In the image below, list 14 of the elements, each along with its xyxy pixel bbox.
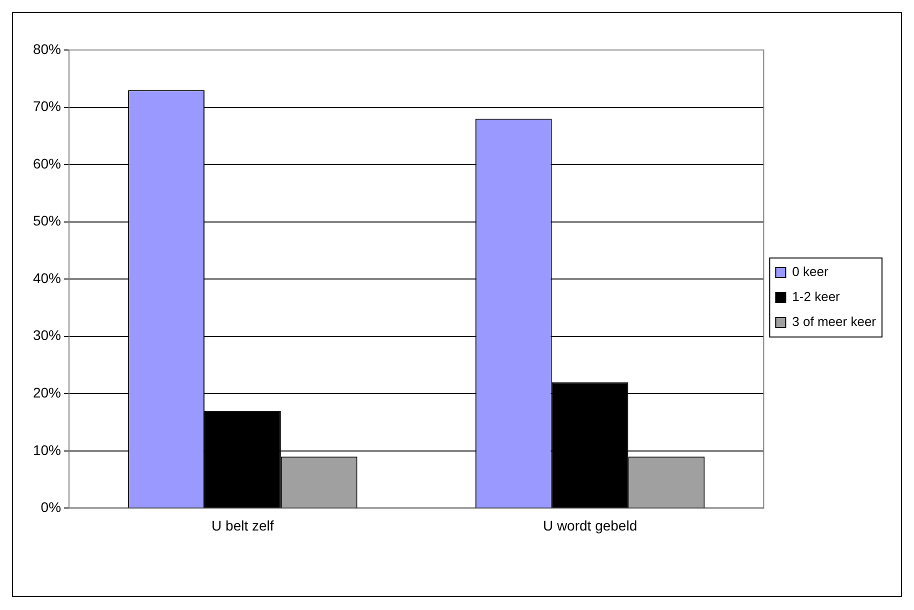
y-tick-label: 40% bbox=[32, 270, 62, 286]
y-tick-label: 50% bbox=[32, 212, 62, 229]
legend-label: 1-2 keer bbox=[792, 289, 841, 304]
legend-label: 0 keer bbox=[792, 264, 829, 280]
y-tick-label: 20% bbox=[32, 384, 62, 401]
y-tick-label: 60% bbox=[32, 155, 62, 172]
x-tick-label: U belt zelf bbox=[212, 517, 274, 534]
y-tick-label: 70% bbox=[32, 98, 62, 114]
y-tick-label: 10% bbox=[32, 442, 62, 458]
x-tick-label: U wordt gebeld bbox=[542, 517, 638, 534]
legend-label: 3 of meer keer bbox=[792, 314, 877, 330]
y-tick-label: 0% bbox=[40, 499, 62, 516]
y-tick-label: 80% bbox=[32, 40, 62, 57]
y-tick-label: 30% bbox=[32, 327, 62, 344]
